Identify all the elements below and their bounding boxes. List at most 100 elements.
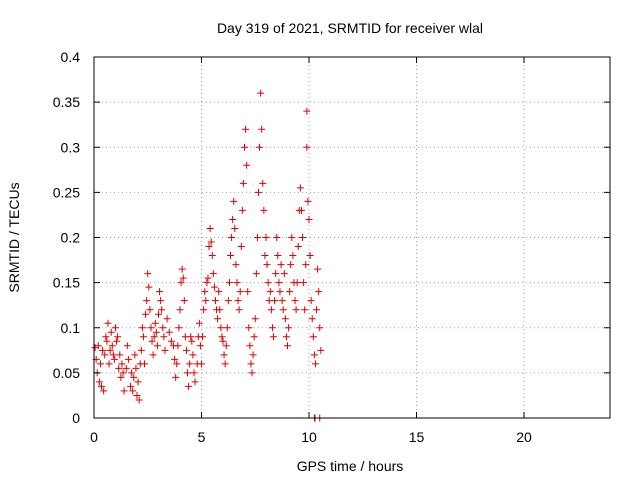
data-point [96, 360, 104, 368]
data-point [281, 315, 289, 323]
data-point [149, 351, 157, 359]
data-point [305, 215, 313, 223]
x-tick-labels: 0 5 10 15 20 [90, 429, 532, 445]
data-point [275, 279, 283, 287]
data-point [153, 342, 161, 350]
y-tick-labels: 0 0.05 0.1 0.15 0.2 0.25 0.3 0.35 0.4 [53, 49, 80, 426]
data-point [267, 306, 275, 314]
data-point [189, 351, 197, 359]
x-tick-label: 15 [409, 429, 425, 445]
data-point [143, 297, 151, 305]
data-point [133, 391, 141, 399]
data-point [138, 324, 146, 332]
data-point [180, 297, 188, 305]
data-point [95, 378, 103, 386]
data-point [278, 297, 286, 305]
data-point [124, 355, 132, 363]
data-point [150, 333, 158, 341]
data-point [134, 378, 142, 386]
data-point [287, 261, 295, 269]
data-point [116, 351, 124, 359]
data-point [146, 306, 154, 314]
data-point [248, 369, 256, 377]
data-point [137, 346, 145, 354]
y-tick-label: 0 [72, 410, 80, 426]
data-point [228, 234, 236, 241]
data-point [108, 342, 116, 350]
data-point [244, 288, 252, 296]
data-point [91, 344, 99, 352]
data-point [190, 369, 198, 377]
data-point [195, 319, 203, 327]
data-point [222, 342, 230, 350]
data-point [291, 297, 299, 305]
x-axis-label: GPS time / hours [297, 458, 404, 474]
y-tick-label: 0.15 [53, 275, 80, 291]
data-point [204, 274, 212, 282]
data-point [135, 396, 143, 404]
data-point [208, 252, 216, 260]
data-point [158, 306, 166, 314]
data-point [127, 382, 135, 390]
data-point [307, 297, 315, 305]
data-point [103, 337, 111, 345]
data-point [110, 355, 118, 363]
data-point [304, 197, 312, 205]
data-point [202, 297, 210, 305]
data-point [247, 360, 255, 368]
x-tick-label: 0 [90, 429, 98, 445]
data-point [102, 333, 110, 341]
data-point [309, 333, 317, 341]
data-point [100, 387, 108, 395]
data-point [243, 161, 251, 169]
data-point [258, 125, 266, 133]
data-point [215, 288, 223, 296]
data-point [263, 261, 271, 269]
data-point [220, 351, 228, 359]
data-point [285, 324, 293, 332]
data-point [284, 342, 291, 350]
data-point [203, 279, 211, 287]
data-point [237, 243, 245, 251]
data-point [141, 360, 149, 368]
data-point [311, 360, 319, 368]
data-point [132, 364, 140, 372]
data-point [120, 387, 128, 395]
data-point [139, 333, 147, 341]
y-tick-label: 0.3 [61, 139, 81, 155]
data-point [171, 355, 179, 363]
data-point [303, 143, 311, 151]
data-point [251, 315, 259, 323]
data-point [107, 328, 115, 336]
data-point [313, 306, 321, 314]
data-point [206, 224, 214, 232]
data-point [176, 306, 184, 314]
data-point [105, 360, 113, 368]
grid-lines [94, 57, 610, 418]
data-point [210, 283, 218, 291]
data-point [186, 360, 194, 368]
axis-ticks [93, 56, 610, 419]
data-point [250, 333, 258, 341]
data-point [288, 234, 296, 241]
data-point [239, 179, 247, 187]
data-point [310, 351, 318, 359]
plot-frame [93, 56, 611, 419]
data-point [245, 324, 253, 332]
data-point [156, 288, 164, 296]
data-point [109, 351, 117, 359]
data-point [155, 310, 162, 318]
data-point [314, 265, 322, 273]
y-tick-label: 0.35 [53, 94, 80, 110]
data-point [223, 324, 231, 332]
data-point [300, 279, 308, 287]
data-point [151, 319, 159, 327]
data-point [276, 288, 284, 296]
data-point [174, 342, 182, 350]
data-point [294, 243, 302, 251]
data-point [268, 324, 276, 332]
data-point [233, 279, 241, 287]
data-point [112, 324, 119, 332]
data-point [274, 252, 282, 260]
